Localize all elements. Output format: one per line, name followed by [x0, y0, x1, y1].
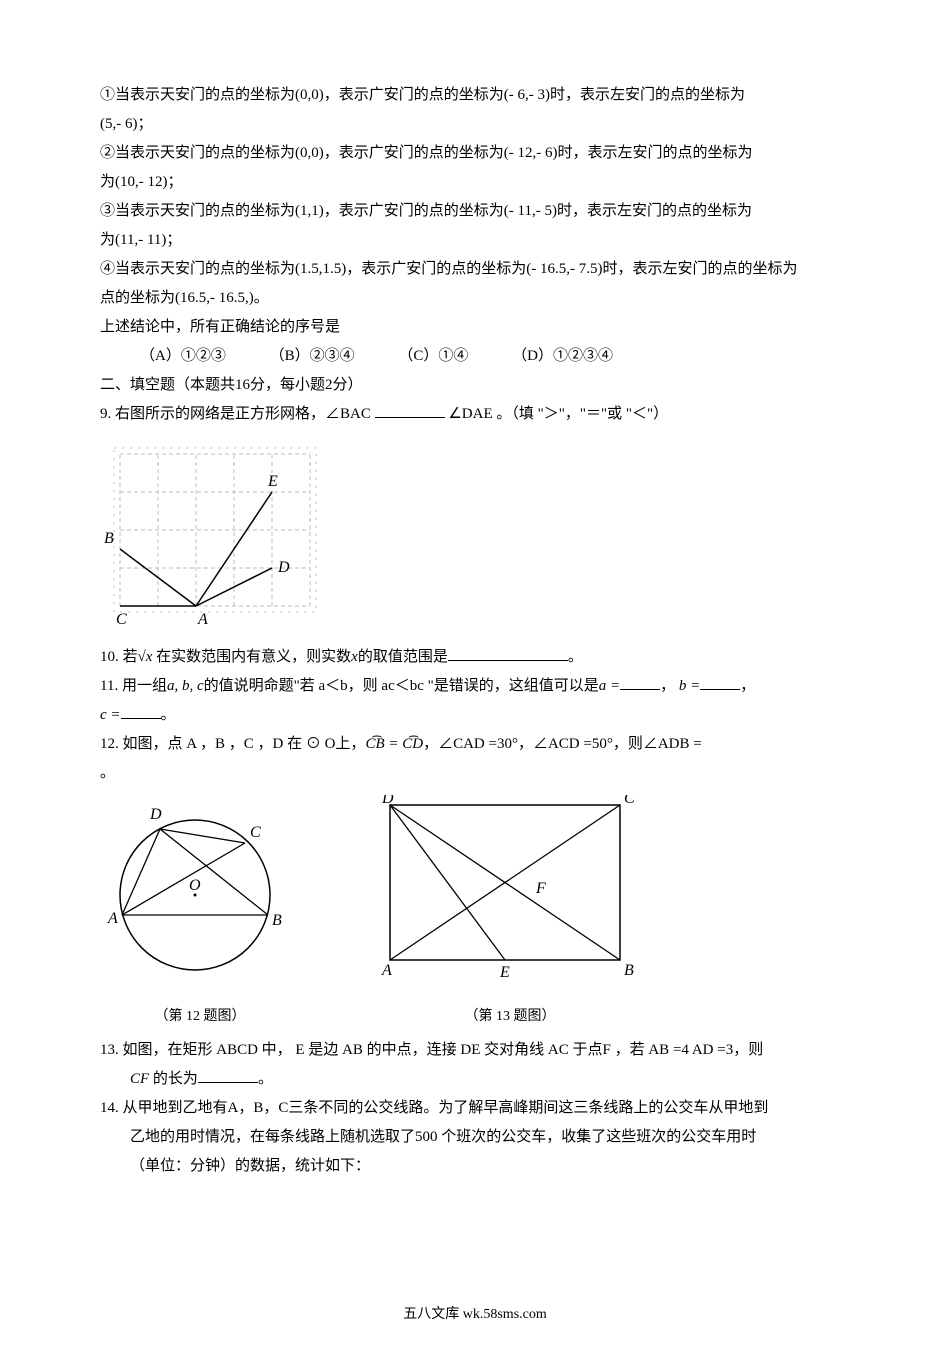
svg-text:E: E	[499, 964, 510, 981]
svg-text:A: A	[107, 910, 118, 927]
svg-text:B: B	[624, 962, 634, 979]
caption-13: （第 13 题图）	[360, 1004, 660, 1029]
svg-text:C: C	[250, 824, 261, 841]
q14-line1: 14. 从甲地到乙地有A，B，C三条不同的公交线路。为了解早高峰期间这三条线路上…	[100, 1095, 850, 1122]
figures-row: A B C D O （第 12 题图） D C A B E F （第 13 题图）	[100, 795, 850, 1029]
svg-text:F: F	[535, 880, 546, 897]
conclusion-text: 上述结论中，所有正确结论的序号是	[100, 314, 850, 341]
q14-line2: 乙地的用时情况，在每条线路上随机选取了500 个班次的公交车，收集了这些班次的公…	[100, 1124, 850, 1151]
q10: 10. 若√x 在实数范围内有意义，则实数x的取值范围是。	[100, 644, 850, 671]
q13-figure: D C A B E F	[360, 795, 660, 990]
svg-text:D: D	[277, 559, 290, 576]
section-2-title: 二、填空题（本题共16分，每小题2分）	[100, 372, 850, 399]
svg-text:O: O	[189, 877, 201, 894]
option-d: （D）①②③④	[512, 343, 613, 370]
stmt-2-tail: 为(10,- 12)；	[100, 169, 850, 196]
q13-line1: 13. 如图，在矩形 ABCD 中， E 是边 AB 的中点，连接 DE 交对角…	[100, 1037, 850, 1064]
q14-line3: （单位：分钟）的数据，统计如下：	[100, 1153, 850, 1180]
svg-text:D: D	[149, 806, 162, 823]
svg-text:D: D	[381, 795, 394, 807]
options-row: （A）①②③ （B）②③④ （C）①④ （D）①②③④	[100, 343, 850, 370]
option-b: （B）②③④	[270, 343, 355, 370]
stmt-3: ③当表示天安门的点的坐标为(1,1)，表示广安门的点的坐标为(- 11,- 5)…	[100, 198, 850, 225]
svg-text:B: B	[104, 530, 114, 547]
svg-text:A: A	[381, 962, 392, 979]
stmt-3-tail: 为(11,- 11)；	[100, 227, 850, 254]
svg-text:C: C	[624, 795, 635, 807]
caption-12: （第 12 题图）	[100, 1004, 300, 1029]
q12-end: 。	[100, 760, 850, 787]
svg-text:B: B	[272, 912, 282, 929]
q12-figure: A B C D O	[100, 805, 300, 990]
q13-line2: CF 的长为。	[100, 1066, 850, 1093]
q12: 12. 如图，点 A ，B ，C ，D 在 ⊙ O上，C͡B = C͡D，∠CA…	[100, 731, 850, 758]
svg-text:C: C	[116, 611, 127, 626]
svg-text:E: E	[267, 473, 278, 490]
stmt-2: ②当表示天安门的点的坐标为(0,0)，表示广安门的点的坐标为(- 12,- 6)…	[100, 140, 850, 167]
option-a: （A）①②③	[140, 343, 226, 370]
stmt-4-tail: 点的坐标为(16.5,- 16.5,)。	[100, 285, 850, 312]
q11: 11. 用一组a, b, c的值说明命题"若 a＜b，则 ac＜bc "是错误的…	[100, 673, 850, 700]
q9: 9. 右图所示的网络是正方形网格，∠BAC ∠DAE 。（填 "＞"，"＝"或 …	[100, 401, 850, 428]
stmt-1-tail: (5,- 6)；	[100, 111, 850, 138]
stmt-1: ①当表示天安门的点的坐标为(0,0)，表示广安门的点的坐标为(- 6,- 3)时…	[100, 82, 850, 109]
q11-c: c =。	[100, 702, 850, 729]
q9-figure: E B D C A	[100, 436, 850, 636]
stmt-4: ④当表示天安门的点的坐标为(1.5,1.5)，表示广安门的点的坐标为(- 16.…	[100, 256, 850, 283]
option-c: （C）①④	[398, 343, 468, 370]
footer: 五八文库 wk.58sms.com	[100, 1302, 850, 1327]
svg-text:A: A	[197, 611, 208, 626]
